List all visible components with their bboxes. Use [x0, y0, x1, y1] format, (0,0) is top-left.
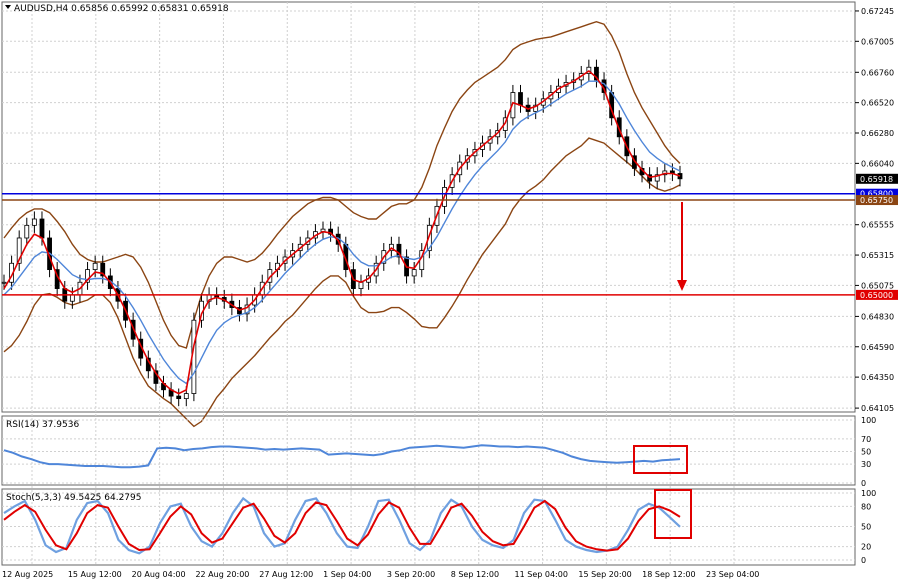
rsi-highlight-box [633, 445, 688, 474]
bollinger-bands [3, 20, 681, 428]
x-tick-label: 12 Aug 2025 [2, 570, 53, 579]
ma-fast-line [3, 69, 681, 395]
price-tick-label: 0.66040 [861, 159, 894, 168]
level-tag [856, 289, 898, 300]
rsi-panel [1, 415, 856, 486]
candle-body [92, 262, 98, 271]
x-tick-label: 22 Aug 20:00 [195, 570, 249, 579]
level-label: 0.65000 [860, 291, 893, 300]
price-tick-label: 0.64590 [861, 343, 894, 352]
x-tick-label: 15 Sep 20:00 [578, 570, 631, 579]
stoch-tick-label: 20 [861, 543, 871, 552]
symbol-dropdown-icon[interactable] [5, 5, 11, 9]
candle-body [24, 224, 30, 239]
candle-body [244, 304, 250, 315]
candle-body [328, 228, 334, 235]
level-label: 0.65750 [860, 196, 893, 205]
axes-labels: 12 Aug 2025 15 Aug 12:00 20 Aug 04:00 22 Au… [2, 7, 894, 579]
rsi-tick-label: 100 [861, 416, 876, 425]
stoch-k-line [3, 496, 681, 555]
rsi-tick-label: 0 [861, 479, 866, 488]
current-price-tag [856, 173, 898, 184]
candle-body [510, 92, 516, 119]
candle-body [533, 104, 539, 112]
stoch-highlight-box [654, 489, 692, 539]
candle-body [654, 174, 660, 182]
x-tick-label: 23 Sep 04:00 [706, 570, 759, 579]
stoch-tick-label: 80 [861, 502, 871, 511]
x-tick-label: 15 Aug 12:00 [68, 570, 122, 579]
gridlines [2, 2, 855, 565]
candle-body [396, 243, 402, 258]
price-tick-label: 0.65555 [861, 221, 894, 230]
bollinger-upper-line [3, 20, 681, 349]
price-tick-label: 0.64350 [861, 373, 894, 382]
symbol-title: AUDUSD,H4 0.65856 0.65992 0.65831 0.6591… [14, 4, 229, 14]
rsi-tick-label: 30 [861, 460, 871, 469]
candle-body [594, 66, 599, 81]
candle-body [100, 262, 106, 277]
level-label: 0.65800 [860, 190, 893, 199]
stoch-title: Stoch(5,3,3) 49.5425 64.2795 [6, 493, 141, 503]
x-tick-label: 20 Aug 04:00 [132, 570, 186, 579]
stoch-tick-label: 50 [861, 523, 871, 532]
candle-body [31, 218, 37, 226]
candle-body [69, 294, 75, 302]
price-tick-label: 0.67245 [861, 7, 894, 16]
candle-body [176, 395, 182, 400]
price-tick-label: 0.66280 [861, 129, 894, 138]
stoch-d-line [3, 499, 681, 552]
x-tick-label: 3 Sep 20:00 [387, 570, 435, 579]
price-tick-label: 0.64105 [861, 404, 894, 413]
rsi-indicator: 100 70 50 30 0 [2, 416, 876, 488]
bollinger-lower-line [3, 137, 681, 428]
x-tick-label: 27 Aug 12:00 [259, 570, 313, 579]
candle-body [85, 269, 90, 283]
x-tick-label: 8 Sep 12:00 [451, 570, 499, 579]
rsi-line [3, 444, 681, 469]
price-tick-label: 0.65315 [861, 251, 894, 260]
candle-body [39, 218, 45, 239]
x-tick-label: 1 Sep 04:00 [323, 570, 371, 579]
candle-body [358, 281, 364, 289]
price-tick-label: 0.66520 [861, 99, 894, 108]
rsi-tick-label: 50 [861, 448, 871, 457]
stoch-panel [1, 488, 856, 566]
stoch-indicator: 100 80 50 20 0 [2, 489, 876, 565]
down-arrow-annotation [677, 202, 687, 291]
candle-body [411, 269, 417, 277]
rsi-tick-label: 70 [861, 435, 871, 444]
rsi-title: RSI(14) 37.9536 [6, 420, 79, 430]
stoch-tick-label: 0 [861, 556, 866, 565]
stoch-tick-label: 100 [861, 489, 876, 498]
candle-body [1, 281, 7, 284]
ma-slow-line [3, 80, 681, 385]
price-panel [1, 1, 856, 413]
price-tick-label: 0.67005 [861, 37, 894, 46]
x-tick-label: 11 Sep 04:00 [515, 570, 568, 579]
candle-body [426, 224, 432, 252]
x-tick-label: 18 Sep 12:00 [642, 570, 695, 579]
current-price-label: 0.65918 [860, 175, 893, 184]
moving-averages [3, 69, 681, 395]
level-tag [856, 195, 898, 206]
candle-body [16, 237, 22, 264]
level-tag [856, 188, 898, 199]
price-tick-label: 0.65075 [861, 281, 894, 290]
price-tick-label: 0.66760 [861, 68, 894, 77]
candle-body [183, 393, 189, 400]
candle-body [518, 92, 523, 106]
price-tick-label: 0.64830 [861, 312, 894, 321]
